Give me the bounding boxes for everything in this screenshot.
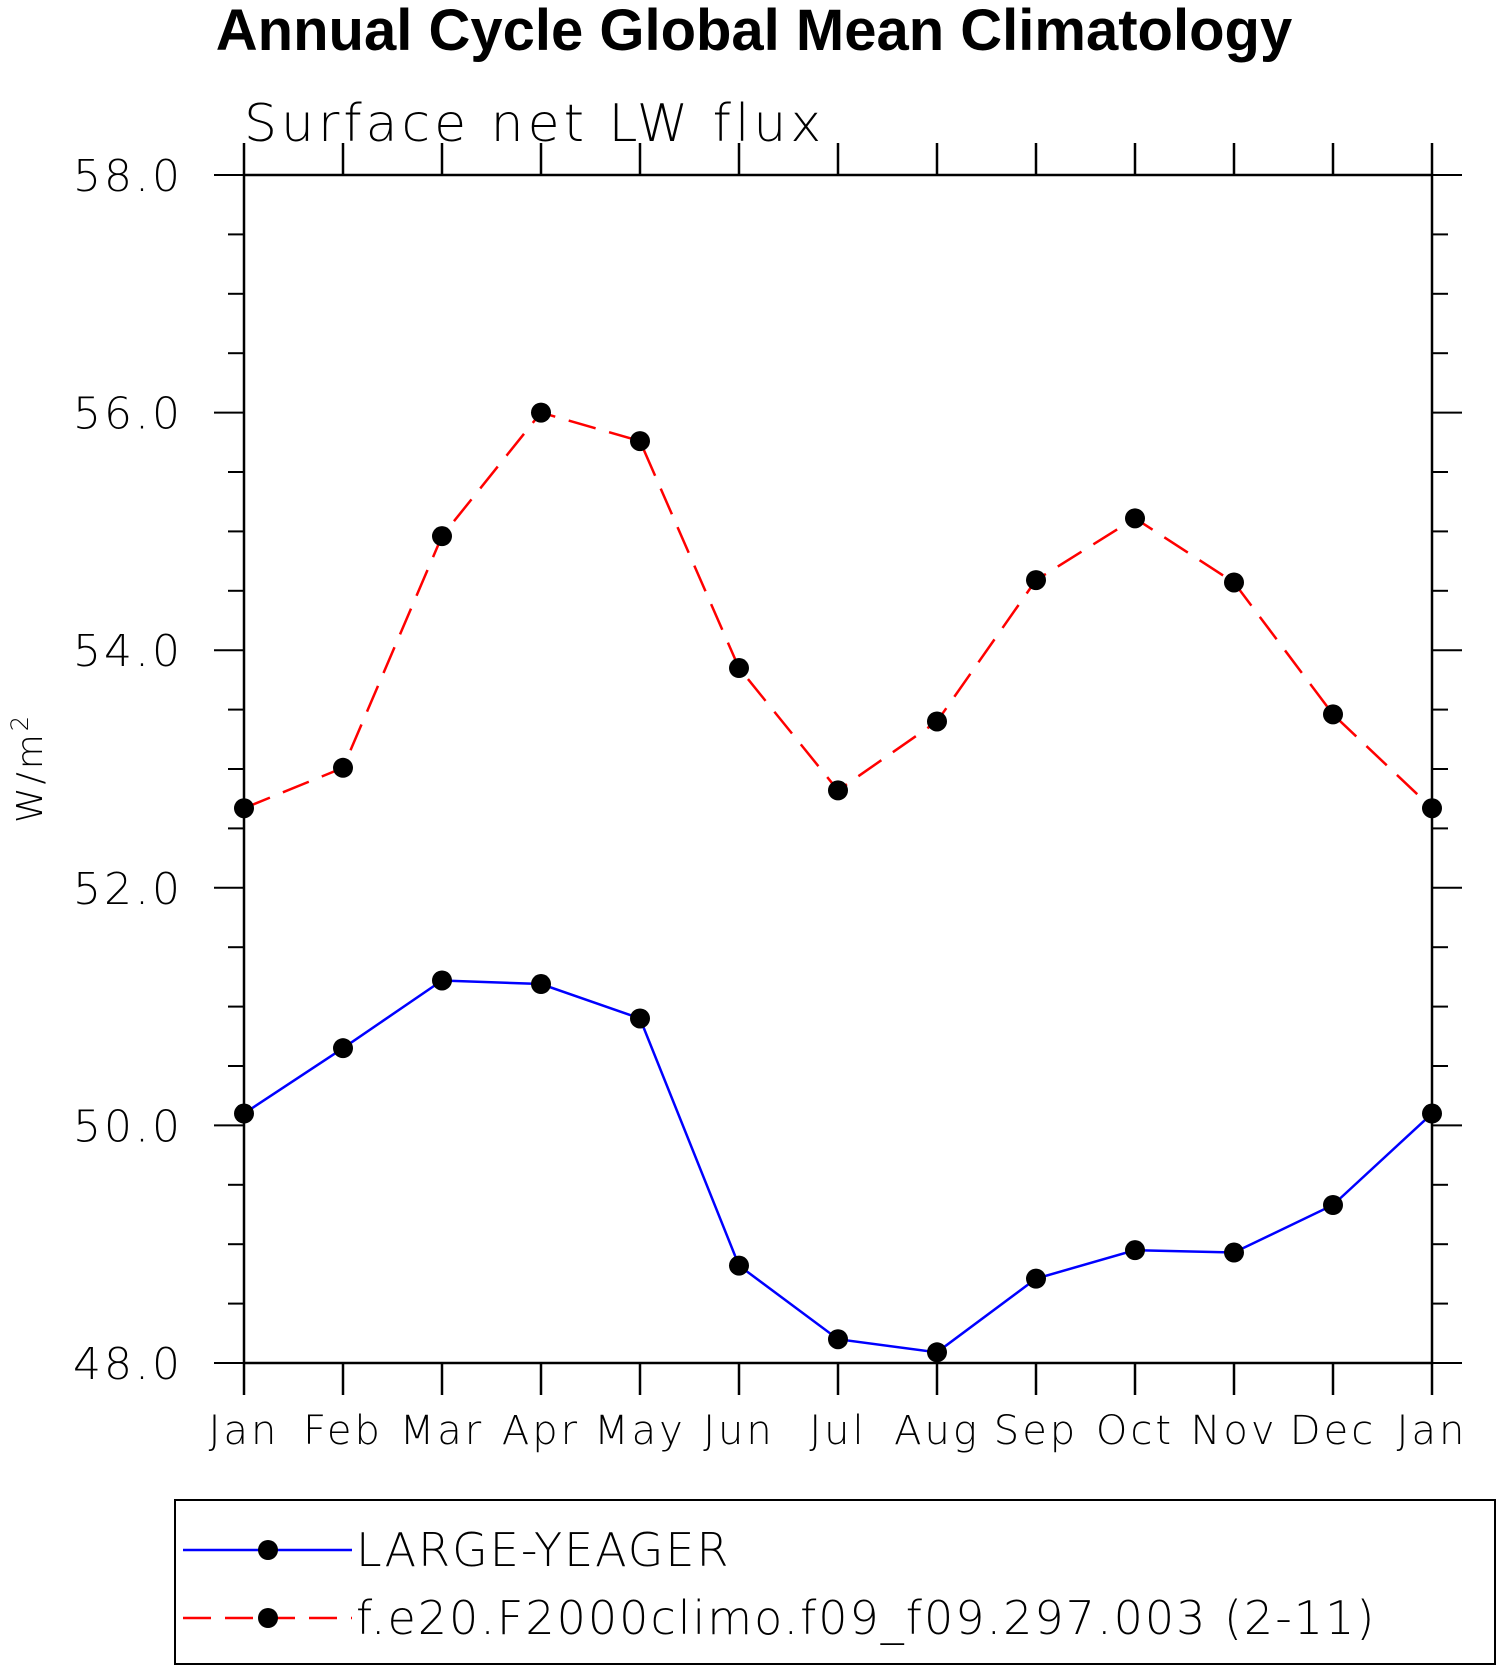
data-point — [1026, 570, 1046, 591]
legend-box — [174, 1499, 1496, 1665]
data-point — [1323, 704, 1343, 725]
data-point — [333, 1038, 353, 1059]
axis-ticks — [214, 143, 1462, 1395]
data-point — [432, 526, 452, 547]
x-tick-label: Oct — [1096, 1408, 1174, 1454]
series-1 — [234, 970, 1442, 1363]
data-point — [828, 1329, 848, 1350]
series-line — [243, 411, 1433, 810]
x-tick-label: Sep — [994, 1408, 1078, 1454]
data-point — [729, 1255, 749, 1276]
x-tick-label: May — [594, 1408, 686, 1454]
legend-label: LARGE-YEAGER — [356, 1523, 730, 1577]
y-tick-label: 50.0 — [73, 1101, 183, 1152]
data-point — [1224, 572, 1244, 593]
y-axis-label: W/m2 — [6, 713, 51, 823]
data-point — [531, 974, 551, 995]
legend-label: f.e20.F2000climo.f09_f09.297.003 (2-11) — [356, 1591, 1376, 1645]
data-point — [1026, 1268, 1046, 1289]
chart-title: Annual Cycle Global Mean Climatology — [216, 0, 1292, 63]
data-point — [234, 1103, 254, 1124]
legend-entry: f.e20.F2000climo.f09_f09.297.003 (2-11) — [183, 1591, 1376, 1645]
y-tick-label: 52.0 — [73, 864, 183, 915]
x-tick-label: Dec — [1290, 1408, 1376, 1454]
legend-entry: LARGE-YEAGER — [183, 1523, 730, 1577]
series-line — [243, 979, 1433, 1354]
series-layer — [234, 402, 1442, 1363]
data-point — [1323, 1194, 1343, 1215]
data-point — [729, 658, 749, 679]
data-point — [828, 780, 848, 801]
data-point — [1125, 508, 1145, 529]
x-tick-label: Jan — [1397, 1408, 1468, 1454]
y-axis-label-text: W/m — [10, 731, 51, 823]
x-tick-label: Nov — [1190, 1408, 1277, 1454]
data-point — [333, 757, 353, 778]
plot-border — [242, 173, 1434, 1365]
series-2 — [234, 402, 1442, 819]
data-point — [927, 1342, 947, 1363]
chart-subtitle: Surface net LW flux — [244, 94, 825, 154]
y-tick-label: 48.0 — [73, 1339, 183, 1390]
legend-entries: LARGE-YEAGER f.e20.F2000climo.f09_f09.297… — [183, 1523, 1376, 1645]
y-tick-label: 56.0 — [73, 389, 183, 440]
legend-marker — [258, 1540, 278, 1560]
plot-area — [242, 173, 1434, 1365]
x-tick-label: Mar — [400, 1408, 484, 1454]
data-point — [432, 970, 452, 991]
x-tick-label: Jun — [703, 1408, 775, 1454]
data-point — [1224, 1242, 1244, 1263]
y-axis-tick-labels: 48.0 50.0 52.0 54.0 56.0 58.0 — [73, 151, 183, 1390]
y-tick-label: 54.0 — [73, 626, 183, 677]
legend-marker — [258, 1608, 278, 1628]
x-tick-label: Apr — [502, 1408, 580, 1454]
data-point — [630, 431, 650, 452]
x-tick-label: Jan — [209, 1408, 280, 1454]
data-point — [1422, 1103, 1442, 1124]
x-tick-label: Aug — [894, 1408, 980, 1454]
x-tick-label: Feb — [303, 1408, 383, 1454]
y-tick-label: 58.0 — [73, 151, 183, 202]
y-axis-label-superscript: 2 — [6, 713, 34, 731]
data-point — [630, 1008, 650, 1029]
data-point — [531, 402, 551, 423]
data-point — [927, 711, 947, 732]
x-tick-label: Jul — [809, 1408, 866, 1454]
data-point — [1125, 1240, 1145, 1261]
data-point — [1422, 798, 1442, 819]
data-point — [234, 798, 254, 819]
legend: LARGE-YEAGER f.e20.F2000climo.f09_f09.297… — [174, 1499, 1496, 1665]
x-axis-tick-labels: Jan Feb Mar Apr May Jun Jul Aug Sep Oct Nov Dec Jan — [209, 1408, 1468, 1454]
